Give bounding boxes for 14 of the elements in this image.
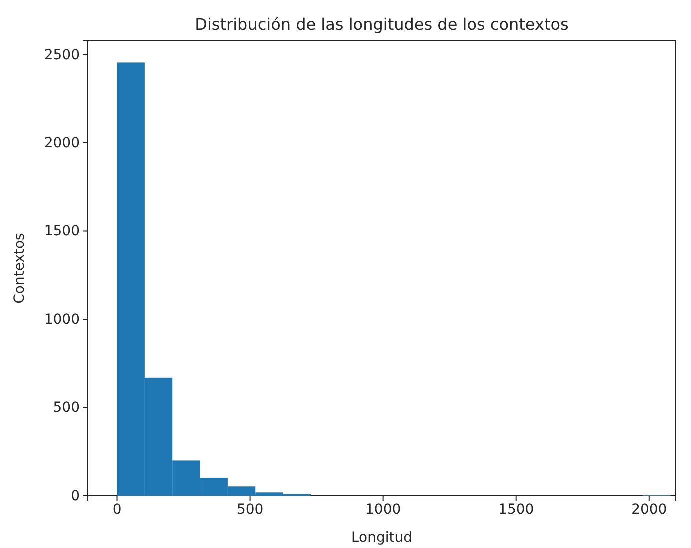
x-tick-label: 2000 — [632, 502, 668, 518]
x-tick-label: 0 — [112, 502, 122, 518]
x-tick-label: 1500 — [498, 502, 534, 518]
y-tick-label: 1500 — [44, 224, 80, 240]
x-axis-title: Longitud — [351, 530, 413, 546]
x-tick-label: 1000 — [366, 502, 402, 518]
y-tick-label: 2500 — [44, 47, 80, 64]
x-tick-label: 500 — [236, 502, 264, 518]
chart-title: Distribución de las longitudes de los contextos — [195, 15, 569, 34]
y-tick-label: 500 — [53, 400, 80, 416]
y-tick-label: 1000 — [44, 312, 80, 328]
y-tick-label: 2000 — [44, 135, 80, 152]
y-axis-title: Contextos — [12, 233, 28, 304]
y-tick-label: 0 — [71, 488, 80, 504]
